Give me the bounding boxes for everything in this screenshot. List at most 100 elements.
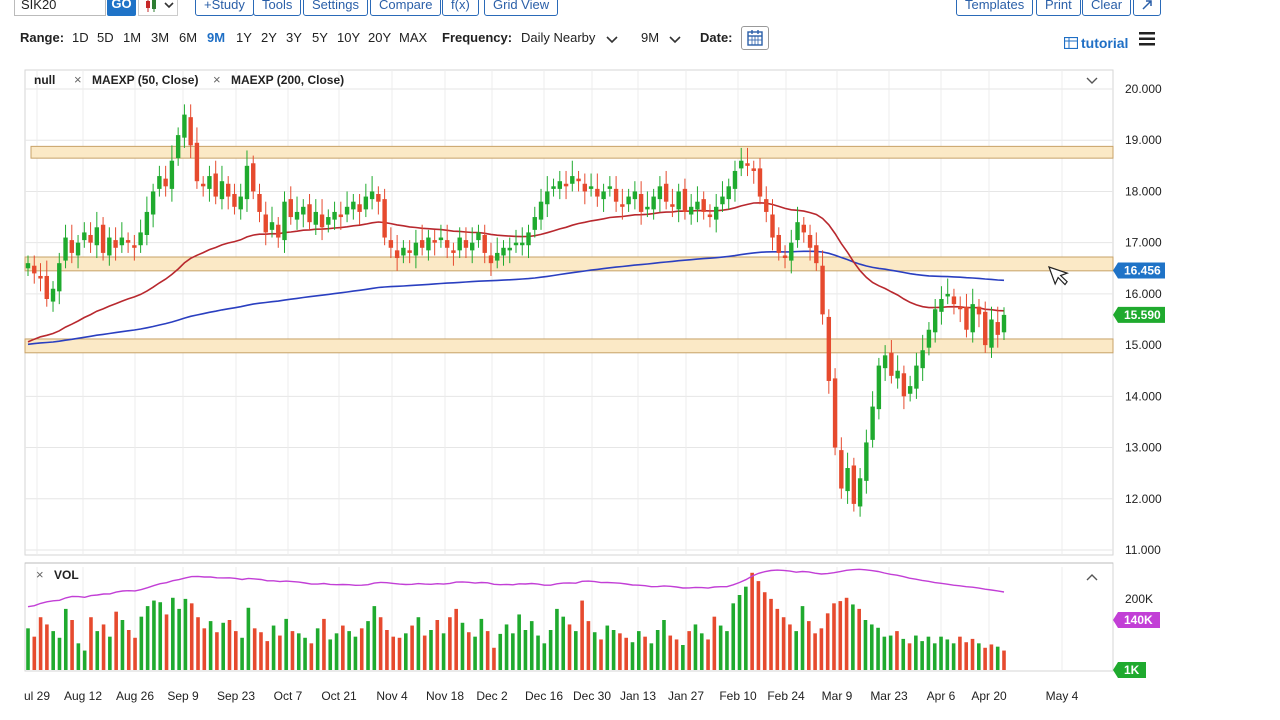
- volume-pane: × VOL 200K 140K 1K: [24, 562, 1160, 678]
- candle: [69, 224, 74, 264]
- volume-bar: [221, 622, 225, 670]
- remove-study-icon[interactable]: ×: [213, 72, 221, 87]
- volume-bar: [970, 638, 975, 670]
- range-3m[interactable]: 3M: [151, 30, 170, 45]
- candle-body: [219, 181, 225, 200]
- candle-body: [964, 306, 969, 330]
- go-button[interactable]: GO: [107, 0, 136, 16]
- volume-bar: [800, 606, 805, 670]
- candle: [688, 194, 694, 225]
- volume-bar: [133, 637, 137, 670]
- range-5d[interactable]: 5D: [97, 30, 114, 45]
- candle: [995, 306, 1000, 348]
- candle: [657, 176, 663, 212]
- candle: [169, 145, 175, 202]
- x-tick-label: Oct 21: [321, 689, 357, 703]
- x-tick-label: Jan 13: [620, 689, 656, 703]
- candle: [294, 196, 300, 230]
- candle: [363, 183, 369, 218]
- candle: [989, 306, 994, 358]
- candle-body: [632, 191, 638, 200]
- volume-bar: [145, 606, 150, 670]
- candle: [125, 232, 131, 253]
- compare-button[interactable]: Compare: [370, 0, 442, 16]
- frequency-select[interactable]: Daily Nearby: [521, 30, 596, 45]
- date-axis: ul 29 Aug 12 Aug 26 Sep 9 Sep 23 Oct 7 Oct 21 N…: [24, 689, 1079, 703]
- candle-body: [226, 183, 231, 197]
- volume-bar: [460, 622, 465, 670]
- expand-button[interactable]: [1133, 0, 1161, 16]
- x-tick-label: Dec 30: [573, 689, 611, 703]
- tools-button[interactable]: Tools: [253, 0, 302, 16]
- candle: [219, 165, 225, 210]
- range-5y[interactable]: 5Y: [312, 30, 328, 45]
- volume-bar: [448, 617, 452, 670]
- candle: [845, 452, 850, 504]
- volume-bar: [328, 639, 333, 670]
- candle-body: [38, 275, 43, 279]
- plot-frame: [24, 69, 1114, 556]
- grid-view-button[interactable]: Grid View: [484, 0, 559, 16]
- candle-body: [657, 186, 663, 200]
- add-study-button[interactable]: +Study: [195, 0, 254, 16]
- date-picker-button[interactable]: [741, 26, 769, 50]
- volume-bar: [227, 620, 232, 670]
- date-label: Date:: [700, 30, 733, 45]
- candle-body: [169, 160, 175, 189]
- range-20y[interactable]: 20Y: [368, 30, 392, 45]
- hamburger-menu-icon[interactable]: [1139, 32, 1155, 46]
- range-max[interactable]: MAX: [399, 30, 428, 45]
- chart-type-button[interactable]: [138, 0, 178, 16]
- range-3y[interactable]: 3Y: [286, 30, 302, 45]
- range-1d[interactable]: 1D: [72, 30, 89, 45]
- candle: [782, 245, 788, 269]
- candle: [676, 183, 681, 223]
- candle-body: [382, 199, 387, 238]
- candle: [645, 191, 650, 218]
- chevron-down-icon[interactable]: [669, 36, 681, 44]
- candle-body: [820, 265, 825, 315]
- price-chart[interactable]: 11.000 12.000 13.000 14.000 15.000 16.000 17.0…: [0, 60, 1280, 720]
- volume-bar: [567, 624, 572, 670]
- chevron-down-icon[interactable]: [606, 36, 618, 44]
- volume-bar: [851, 604, 855, 670]
- candle: [895, 355, 900, 389]
- print-button[interactable]: Print: [1036, 0, 1081, 16]
- remove-study-icon[interactable]: ×: [74, 72, 82, 87]
- volume-bar: [989, 644, 994, 670]
- range-2y[interactable]: 2Y: [261, 30, 277, 45]
- volume-bar: [592, 632, 597, 670]
- collapse-chevron-icon[interactable]: [1086, 77, 1098, 84]
- candle-body: [244, 165, 250, 200]
- candle: [150, 183, 156, 228]
- candle-body: [357, 204, 362, 212]
- candle-body: [307, 204, 312, 223]
- fx-button[interactable]: f(x): [442, 0, 479, 16]
- volume-bar: [511, 633, 515, 670]
- candle-body: [557, 181, 562, 189]
- clear-button[interactable]: Clear: [1082, 0, 1132, 16]
- last-price-tag-bg: [1113, 306, 1165, 323]
- remove-volume-icon[interactable]: ×: [36, 567, 44, 582]
- candle-body: [351, 201, 356, 210]
- templates-button[interactable]: Templates: [956, 0, 1034, 16]
- range-6m[interactable]: 6M: [179, 30, 198, 45]
- x-tick-label: Oct 7: [274, 689, 303, 703]
- volume-bar: [655, 630, 660, 670]
- table-icon[interactable]: [1064, 37, 1078, 49]
- range-9m[interactable]: 9M: [207, 30, 226, 45]
- symbol-input[interactable]: SIK20: [14, 0, 106, 16]
- tutorial-link[interactable]: tutorial: [1081, 35, 1129, 51]
- candle-body: [970, 304, 975, 333]
- range-10y[interactable]: 10Y: [337, 30, 361, 45]
- candle-body: [638, 194, 644, 212]
- candle-body: [319, 214, 325, 228]
- settings-button[interactable]: Settings: [303, 0, 368, 16]
- range-1m[interactable]: 1M: [123, 30, 142, 45]
- candle-body: [932, 309, 938, 333]
- volume-bar: [599, 639, 603, 670]
- candle-body: [751, 168, 756, 171]
- period-select[interactable]: 9M: [641, 30, 660, 45]
- candle: [163, 165, 168, 197]
- range-1y[interactable]: 1Y: [236, 30, 252, 45]
